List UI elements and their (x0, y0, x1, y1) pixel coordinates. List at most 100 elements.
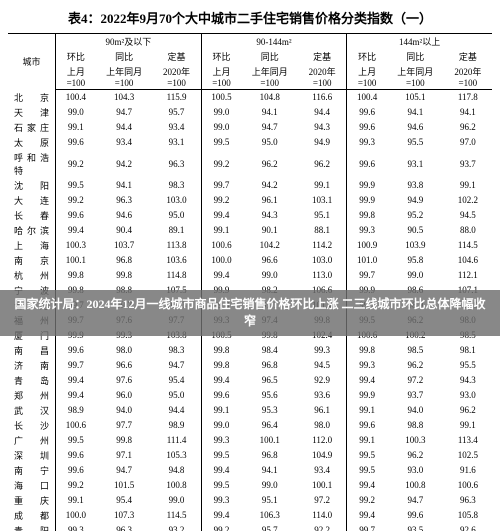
value-cell: 99.3 (347, 358, 387, 373)
value-cell: 99.5 (347, 463, 387, 478)
value-cell: 97.6 (96, 373, 153, 388)
value-cell: 99.4 (201, 373, 241, 388)
city-cell: 郑 州 (8, 388, 56, 403)
table-row: 大 连99.296.3103.099.296.1103.199.994.9102… (8, 193, 492, 208)
city-cell: 海 口 (8, 478, 56, 493)
value-cell: 94.4 (96, 120, 153, 135)
value-cell: 99.6 (347, 418, 387, 433)
base-year: 上年同月=100 (241, 64, 298, 90)
value-cell: 99.1 (56, 120, 96, 135)
value-cell: 94.0 (387, 403, 444, 418)
value-cell: 95.7 (241, 523, 298, 531)
base-year: 上年同月=100 (96, 64, 153, 90)
value-cell: 99.6 (347, 105, 387, 120)
value-cell: 94.4 (152, 403, 201, 418)
city-cell: 北 京 (8, 90, 56, 105)
city-cell: 沈 阳 (8, 178, 56, 193)
value-cell: 99.0 (201, 105, 241, 120)
table-row: 济 南99.796.694.799.896.894.599.396.295.5 (8, 358, 492, 373)
value-cell: 97.2 (298, 493, 347, 508)
value-cell: 99.1 (347, 433, 387, 448)
value-cell: 98.9 (152, 418, 201, 433)
col-city: 城市 (8, 34, 56, 90)
value-cell: 99.2 (201, 150, 241, 178)
value-cell: 113.0 (298, 268, 347, 283)
value-cell: 98.0 (96, 343, 153, 358)
table-row: 贵 阳99.396.393.299.295.792.299.793.592.6 (8, 523, 492, 531)
value-cell: 99.8 (96, 268, 153, 283)
value-cell: 96.3 (96, 523, 153, 531)
sub-hb: 环比 (347, 49, 387, 64)
value-cell: 95.0 (152, 388, 201, 403)
table-row: 上 海100.3103.7113.8100.6104.2114.2100.910… (8, 238, 492, 253)
value-cell: 114.5 (152, 508, 201, 523)
value-cell: 93.4 (152, 120, 201, 135)
value-cell: 99.5 (56, 178, 96, 193)
value-cell: 102.5 (444, 448, 492, 463)
value-cell: 88.0 (444, 223, 492, 238)
value-cell: 96.5 (241, 373, 298, 388)
city-cell: 深 圳 (8, 448, 56, 463)
value-cell: 100.1 (241, 433, 298, 448)
value-cell: 94.9 (387, 193, 444, 208)
value-cell: 115.9 (152, 90, 201, 105)
table-row: 南 京100.196.8103.6100.096.6103.0101.095.8… (8, 253, 492, 268)
value-cell: 99.8 (201, 343, 241, 358)
value-cell: 103.7 (96, 238, 153, 253)
value-cell: 100.4 (347, 90, 387, 105)
city-cell: 济 南 (8, 358, 56, 373)
value-cell: 94.2 (241, 178, 298, 193)
table-row: 石家庄99.194.493.499.094.794.399.694.696.2 (8, 120, 492, 135)
price-index-table: 城市 90m²及以下 90-144m² 144m²以上 环比 同比 定基 环比 … (8, 33, 492, 531)
value-cell: 99.6 (201, 388, 241, 403)
value-cell: 99.4 (56, 388, 96, 403)
value-cell: 99.0 (387, 268, 444, 283)
value-cell: 114.5 (444, 238, 492, 253)
value-cell: 99.8 (347, 343, 387, 358)
value-cell: 94.1 (444, 105, 492, 120)
value-cell: 94.9 (298, 135, 347, 150)
table-row: 武 汉98.994.094.499.195.396.199.194.096.2 (8, 403, 492, 418)
value-cell: 100.4 (56, 90, 96, 105)
value-cell: 99.1 (56, 493, 96, 508)
value-cell: 94.7 (387, 493, 444, 508)
value-cell: 96.2 (387, 448, 444, 463)
city-cell: 天 津 (8, 105, 56, 120)
table-row: 深 圳99.697.1105.399.596.8104.999.596.2102… (8, 448, 492, 463)
value-cell: 96.6 (241, 253, 298, 268)
table-row: 哈尔滨99.490.489.199.190.188.199.390.588.0 (8, 223, 492, 238)
value-cell: 99.4 (347, 478, 387, 493)
value-cell: 99.1 (347, 403, 387, 418)
city-cell: 上 海 (8, 238, 56, 253)
value-cell: 98.4 (241, 343, 298, 358)
city-cell: 南 京 (8, 253, 56, 268)
table-row: 沈 阳99.594.198.399.794.299.199.993.899.1 (8, 178, 492, 193)
group-90-144: 90-144m² (201, 34, 347, 50)
value-cell: 94.5 (298, 358, 347, 373)
table-row: 海 口99.2101.5100.899.599.0100.199.4100.81… (8, 478, 492, 493)
sub-tb: 同比 (96, 49, 153, 64)
city-cell: 大 连 (8, 193, 56, 208)
value-cell: 98.3 (152, 343, 201, 358)
value-cell: 96.3 (444, 493, 492, 508)
group-144above: 144m²以上 (347, 34, 492, 50)
value-cell: 99.4 (56, 223, 96, 238)
value-cell: 94.8 (152, 463, 201, 478)
city-cell: 太 原 (8, 135, 56, 150)
value-cell: 94.7 (152, 358, 201, 373)
value-cell: 99.6 (347, 120, 387, 135)
value-cell: 99.6 (56, 208, 96, 223)
value-cell: 117.8 (444, 90, 492, 105)
city-cell: 武 汉 (8, 403, 56, 418)
value-cell: 95.7 (152, 105, 201, 120)
value-cell: 95.1 (241, 493, 298, 508)
value-cell: 99.0 (241, 478, 298, 493)
value-cell: 99.5 (56, 433, 96, 448)
value-cell: 100.1 (56, 253, 96, 268)
value-cell: 92.9 (298, 373, 347, 388)
value-cell: 103.9 (387, 238, 444, 253)
value-cell: 99.6 (56, 343, 96, 358)
value-cell: 101.0 (347, 253, 387, 268)
value-cell: 92.2 (298, 523, 347, 531)
table-row: 天 津99.094.795.799.094.194.499.694.194.1 (8, 105, 492, 120)
